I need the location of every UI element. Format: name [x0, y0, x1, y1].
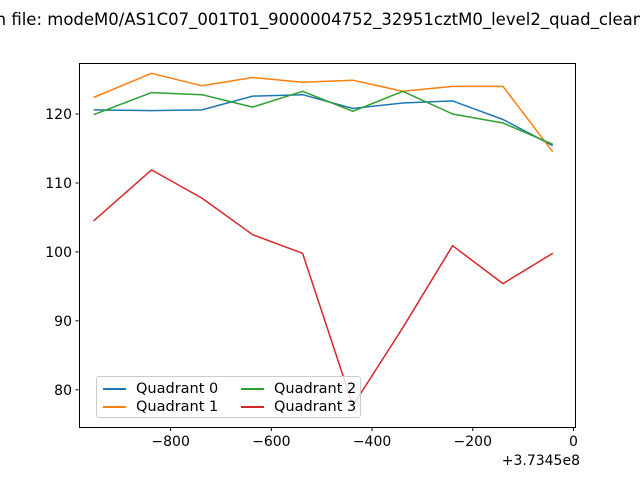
- y-tick-label: 80: [54, 383, 72, 399]
- series-line-quadrant-3: [93, 169, 554, 407]
- legend-label-quadrant-1: Quadrant 1: [136, 399, 219, 415]
- x-tick-label: −800: [151, 434, 189, 450]
- legend: Quadrant 0 Quadrant 2 Quadrant 1 Quadran…: [96, 376, 361, 418]
- legend-entry-quadrant-3: Quadrant 3: [241, 398, 356, 416]
- legend-line-sample-quadrant-0: [103, 388, 126, 390]
- legend-entry-quadrant-1: Quadrant 1: [103, 398, 241, 416]
- chart-title: m file: modeM0/AS1C07_001T01_9000004752_…: [0, 10, 640, 29]
- x-tick-label: −400: [353, 434, 391, 450]
- y-tick-label: 110: [45, 176, 72, 192]
- legend-line-sample-quadrant-2: [241, 388, 264, 390]
- x-tick-label: 0: [569, 434, 578, 450]
- plot-area: [79, 63, 576, 428]
- y-tick-label: 120: [45, 107, 72, 123]
- legend-line-sample-quadrant-1: [103, 406, 126, 408]
- y-tick-label: 90: [54, 314, 72, 330]
- x-tick-label: −600: [252, 434, 290, 450]
- legend-entry-quadrant-2: Quadrant 2: [241, 380, 356, 398]
- legend-label-quadrant-3: Quadrant 3: [274, 399, 357, 415]
- legend-entry-quadrant-0: Quadrant 0: [103, 380, 241, 398]
- series-line-quadrant-2: [93, 90, 554, 145]
- y-tick-label: 100: [45, 245, 72, 261]
- legend-line-sample-quadrant-3: [241, 406, 264, 408]
- legend-label-quadrant-2: Quadrant 2: [274, 381, 357, 397]
- legend-label-quadrant-0: Quadrant 0: [136, 381, 219, 397]
- x-axis-offset-label: +3.7345e8: [502, 453, 580, 469]
- x-tick-label: −200: [454, 434, 492, 450]
- series-line-quadrant-1: [93, 72, 554, 153]
